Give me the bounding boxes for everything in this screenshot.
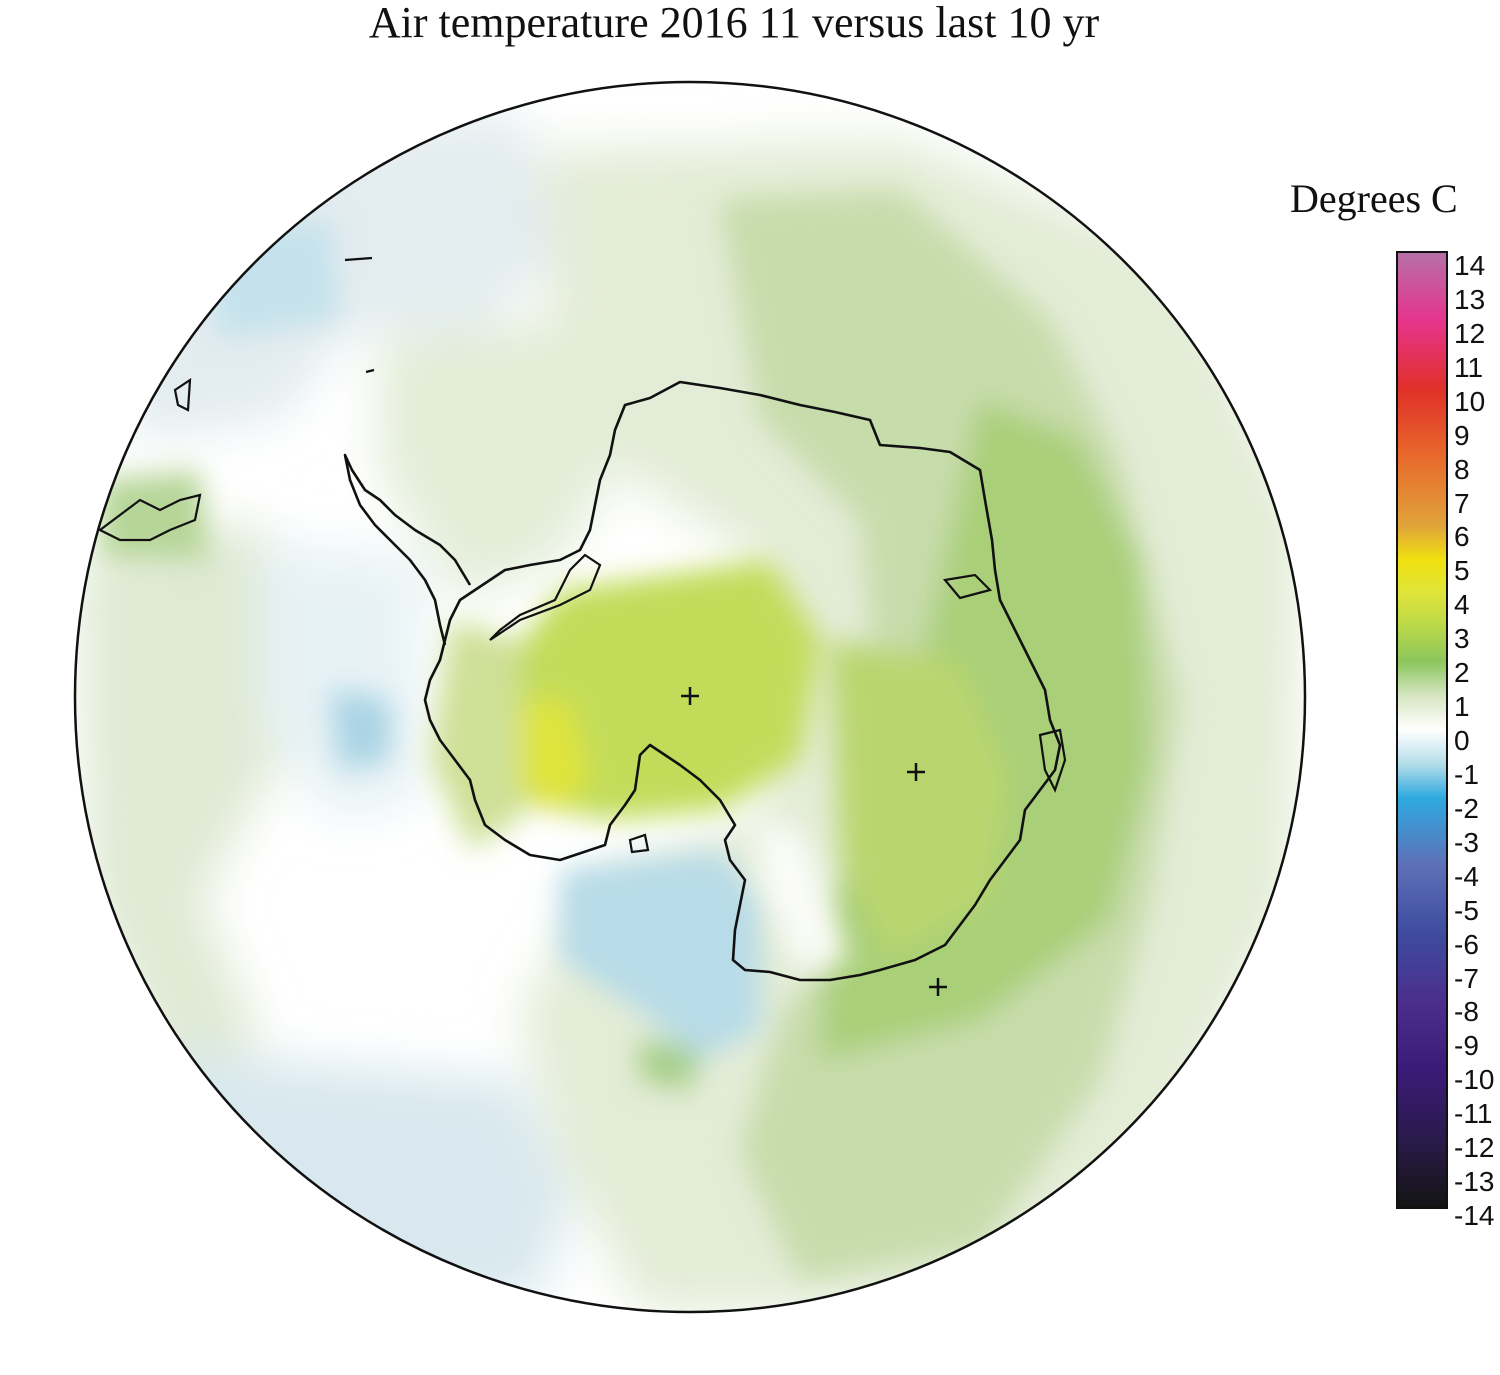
anomaly-patch xyxy=(430,620,520,850)
legend-tick-label: 9 xyxy=(1454,419,1470,451)
legend-tick-label: -10 xyxy=(1454,1064,1495,1096)
legend-tick-label: -6 xyxy=(1454,928,1479,960)
legend-tick-label: -14 xyxy=(1454,1200,1495,1231)
antarctica-coastline xyxy=(423,380,1062,982)
antarctic-peninsula xyxy=(343,453,472,646)
legend-tick-label: 13 xyxy=(1454,283,1486,315)
legend-tick-label: -5 xyxy=(1454,894,1479,926)
legend-tick-label: 5 xyxy=(1454,555,1470,587)
legend-tick-label: -4 xyxy=(1454,860,1479,892)
legend-tick-label: 10 xyxy=(1454,385,1486,417)
anomaly-patch xyxy=(830,640,1010,960)
legend-tick-label: 1 xyxy=(1454,691,1470,723)
anomaly-patch xyxy=(760,820,850,975)
legend-tick-label: 8 xyxy=(1454,453,1470,485)
legend-tick-label: 0 xyxy=(1454,725,1470,756)
polar-map xyxy=(73,80,1307,1314)
legend-tick-label: 11 xyxy=(1454,351,1484,383)
map-title: Air temperature 2016 11 versus last 10 y… xyxy=(368,0,1100,47)
legend-tick-label: 2 xyxy=(1454,657,1470,689)
anomaly-field xyxy=(80,110,1300,1310)
legend-ticks: 14 13 12 11 10 9 8 7 6 5 4 3 2 1 0 -1 -2 -3 -4 -5 -6 -7 -8 -9 -1… xyxy=(1454,0,1500,1375)
legend-tick-label: -2 xyxy=(1454,792,1479,824)
anomaly-patch xyxy=(80,520,300,1100)
legend-tick-label: 4 xyxy=(1454,589,1470,621)
island-outline xyxy=(628,573,1067,854)
anomaly-patch xyxy=(100,470,210,560)
legend-tick-label: -1 xyxy=(1454,758,1479,790)
legend-tick-label: 3 xyxy=(1454,623,1470,655)
legend-color-bar xyxy=(1396,251,1448,1209)
anomaly-patch xyxy=(200,220,340,340)
legend-tick-label: -3 xyxy=(1454,826,1479,858)
legend-tick-label: 6 xyxy=(1454,521,1470,553)
station-markers xyxy=(681,687,947,996)
anomaly-patch xyxy=(510,700,590,810)
south-america-tip xyxy=(97,256,375,542)
legend-unit-label: Degrees C xyxy=(1290,176,1458,221)
anomaly-patch xyxy=(380,320,620,600)
station-marker xyxy=(907,763,925,781)
ice-shelf-inlet xyxy=(489,553,602,641)
legend-tick-label: -11 xyxy=(1454,1098,1493,1130)
station-marker xyxy=(681,687,699,705)
legend-tick-label: -7 xyxy=(1454,962,1479,994)
anomaly-patch xyxy=(330,690,390,770)
map-boundary xyxy=(73,80,1307,1314)
legend-tick-label: -8 xyxy=(1454,996,1479,1028)
legend-tick-label: 14 xyxy=(1454,250,1486,281)
legend-tick-label: -12 xyxy=(1454,1132,1495,1164)
legend-tick-label: -9 xyxy=(1454,1030,1479,1062)
legend-tick-label: 12 xyxy=(1454,317,1486,349)
anomaly-patch xyxy=(560,850,760,1060)
legend-tick-label: -13 xyxy=(1454,1166,1495,1198)
anomaly-patch xyxy=(640,1040,700,1090)
station-marker xyxy=(929,978,947,996)
legend-tick-label: 7 xyxy=(1454,487,1470,519)
anomaly-patch xyxy=(150,1050,570,1300)
